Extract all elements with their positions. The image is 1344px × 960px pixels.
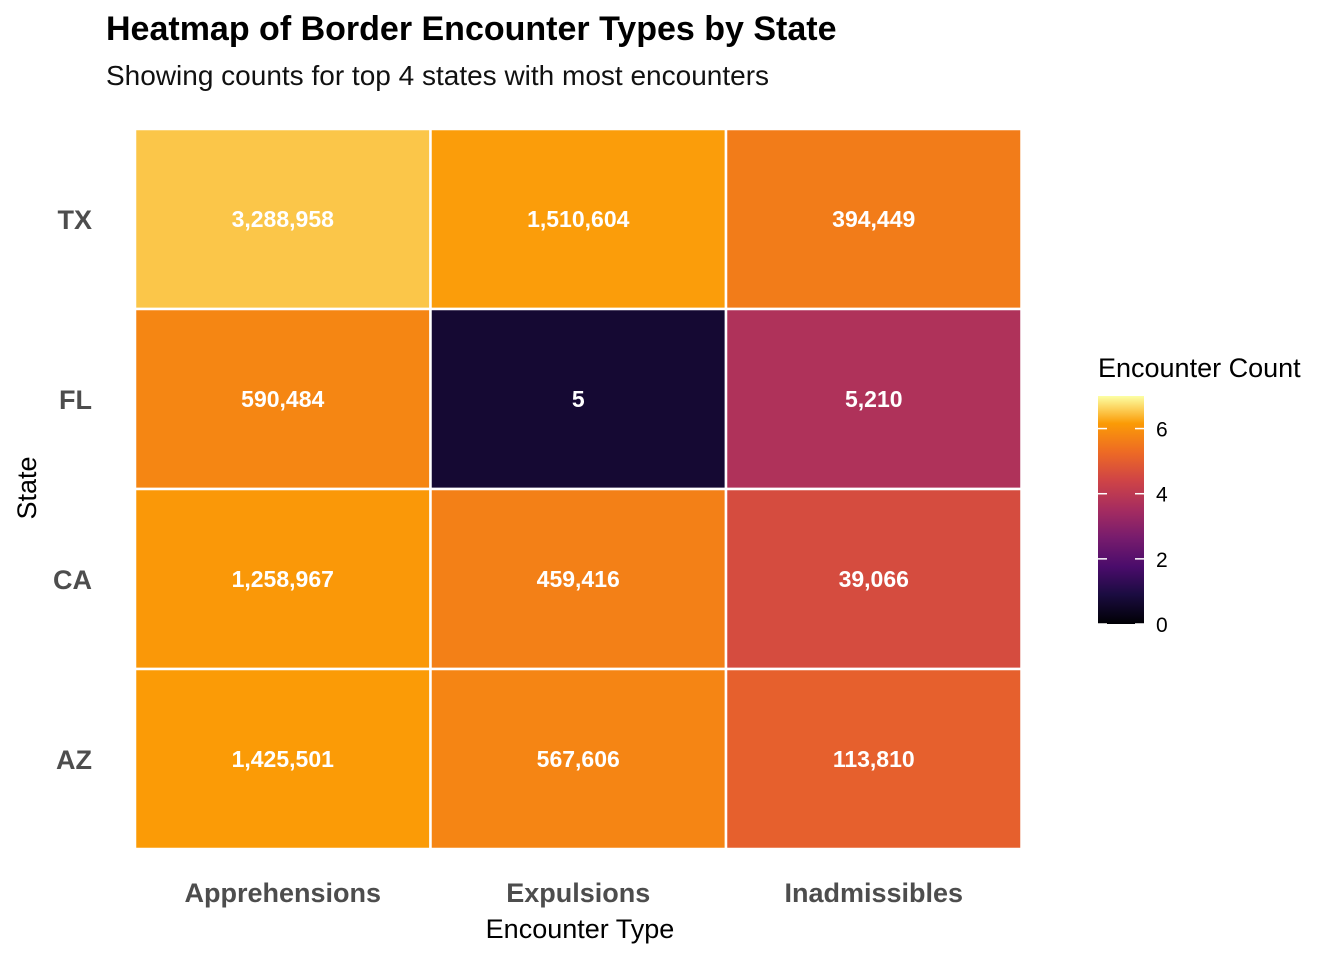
- legend-tick-label: 4: [1156, 484, 1168, 507]
- y-axis-tick-labels: TX FL CA AZ: [53, 205, 92, 775]
- heatmap-cell: [724, 667, 1023, 851]
- heatmap-cell: [429, 667, 728, 851]
- heatmap-cells: [133, 127, 1023, 851]
- y-axis-title: State: [12, 456, 42, 519]
- legend-tick-label: 6: [1156, 419, 1168, 442]
- cell-value-label: 113,810: [833, 746, 915, 772]
- heatmap-cell: [429, 307, 728, 491]
- y-tick-label: CA: [53, 565, 92, 595]
- legend-title: Encounter Count: [1098, 353, 1301, 383]
- cell-value-label: 1,510,604: [527, 206, 630, 232]
- heatmap-cell: [429, 487, 728, 671]
- x-tick-label: Apprehensions: [184, 878, 381, 908]
- heatmap-cell-labels: 3,288,958 1,510,604 394,449 590,484 5 5,210 1,…: [232, 206, 916, 772]
- heatmap-cell: [133, 307, 432, 491]
- x-tick-label: Expulsions: [506, 878, 650, 908]
- cell-value-label: 394,449: [832, 206, 915, 232]
- heatmap-cell: [724, 307, 1023, 491]
- color-legend: Encounter Count 0 2 4 6: [1098, 353, 1301, 637]
- y-tick-label: TX: [57, 205, 92, 235]
- x-tick-label: Inadmissibles: [784, 878, 963, 908]
- cell-value-label: 1,258,967: [232, 566, 334, 592]
- cell-value-label: 590,484: [241, 386, 324, 412]
- cell-value-label: 3,288,958: [232, 206, 335, 232]
- cell-value-label: 567,606: [537, 746, 620, 772]
- heatmap-cell: [133, 487, 432, 671]
- y-tick-label: FL: [59, 385, 92, 415]
- legend-ticks: 0 2 4 6: [1098, 419, 1168, 637]
- legend-colorbar: [1098, 396, 1144, 624]
- cell-value-label: 5,210: [845, 386, 903, 412]
- cell-value-label: 39,066: [839, 566, 909, 592]
- heatmap-cell: [724, 127, 1023, 311]
- heatmap-cell: [133, 667, 432, 851]
- y-tick-label: AZ: [56, 745, 92, 775]
- chart-title: Heatmap of Border Encounter Types by Sta…: [106, 10, 837, 48]
- x-axis-tick-labels: Apprehensions Expulsions Inadmissibles: [184, 878, 963, 908]
- legend-tick-label: 2: [1156, 549, 1168, 572]
- chart-subtitle: Showing counts for top 4 states with mos…: [106, 60, 770, 91]
- cell-value-label: 459,416: [537, 566, 620, 592]
- x-axis-title: Encounter Type: [486, 914, 675, 944]
- cell-value-label: 1,425,501: [232, 746, 335, 772]
- cell-value-label: 5: [572, 386, 585, 412]
- legend-tick-label: 0: [1156, 614, 1168, 637]
